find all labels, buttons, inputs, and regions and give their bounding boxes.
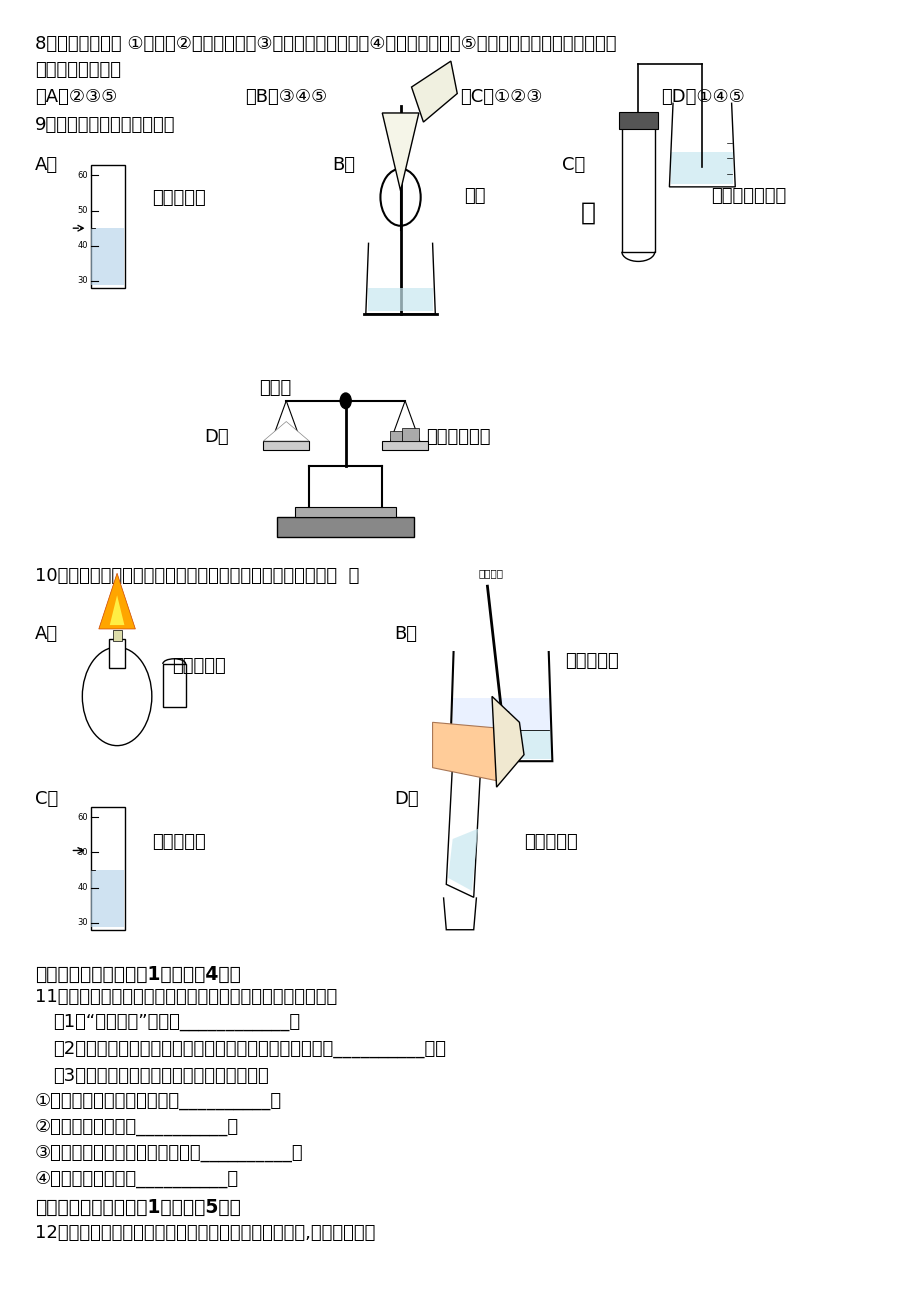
Bar xyxy=(402,428,418,441)
Polygon shape xyxy=(492,697,524,788)
Bar xyxy=(368,288,433,311)
Text: 10．下列是初中化学学习中常见的实验操作，其中正确的是（  ）: 10．下列是初中化学学习中常见的实验操作，其中正确的是（ ） xyxy=(35,566,358,585)
Bar xyxy=(618,112,657,129)
Text: 8．现有下列方法 ①蒸发、②用石蕊试液、③用光学显微镜观察、④用礀酸銀溶液、⑤导电性实验，其中可用于区别: 8．现有下列方法 ①蒸发、②用石蕊试液、③用光学显微镜观察、④用礀酸銀溶液、⑤导… xyxy=(35,35,616,53)
Polygon shape xyxy=(432,723,505,781)
Polygon shape xyxy=(446,762,480,897)
Text: 读液体体积: 读液体体积 xyxy=(152,832,205,850)
Text: 食盐水和蒸馏水是: 食盐水和蒸馏水是 xyxy=(35,61,120,79)
Text: 40: 40 xyxy=(77,883,87,892)
Bar xyxy=(452,698,549,730)
Bar xyxy=(277,517,414,536)
Text: 检查装置气密性: 检查装置气密性 xyxy=(710,187,786,204)
Bar xyxy=(451,730,550,759)
Text: 三、计算题（本大题共1小题，共5分）: 三、计算题（本大题共1小题，共5分） xyxy=(35,1198,241,1217)
Text: 稀释浓硫酸: 稀释浓硫酸 xyxy=(564,652,618,671)
Bar xyxy=(671,152,732,185)
Polygon shape xyxy=(411,61,457,122)
Bar xyxy=(108,639,125,668)
Text: 12．某化学兴趣小组欲采用不同的方法配制硫酸钐溶液,请回答问题：: 12．某化学兴趣小组欲采用不同的方法配制硫酸钐溶液,请回答问题： xyxy=(35,1224,375,1242)
Polygon shape xyxy=(382,113,418,191)
Polygon shape xyxy=(263,422,309,441)
Text: 50: 50 xyxy=(77,206,87,215)
Text: B．: B． xyxy=(332,156,355,173)
Circle shape xyxy=(82,647,152,746)
Text: ②用于高能燃料的是__________；: ②用于高能燃料的是__________； xyxy=(35,1117,239,1135)
Bar xyxy=(90,165,125,288)
Circle shape xyxy=(340,393,351,409)
Text: B．: B． xyxy=(393,625,416,643)
Text: B．③④⑤: B．③④⑤ xyxy=(244,89,327,107)
Text: （1）“西气东输”输的是____________。: （1）“西气东输”输的是____________。 xyxy=(53,1013,300,1031)
Text: ③能使澄清石灰水变浑浊的气体是__________；: ③能使澄清石灰水变浑浊的气体是__________； xyxy=(35,1143,303,1161)
Text: C．: C． xyxy=(35,790,58,807)
Text: A．②③⑤: A．②③⑤ xyxy=(35,89,117,107)
Bar xyxy=(91,228,124,285)
Text: 过滤: 过滤 xyxy=(464,187,485,204)
Text: C．①②③: C．①②③ xyxy=(460,89,542,107)
Text: D．: D． xyxy=(204,428,228,447)
Polygon shape xyxy=(109,595,124,625)
Text: 二、填空题（本大题共1小题，共4分）: 二、填空题（本大题共1小题，共4分） xyxy=(35,965,241,984)
Text: D．①④⑤: D．①④⑤ xyxy=(661,89,744,107)
Bar xyxy=(91,870,124,927)
Text: 30: 30 xyxy=(77,918,87,927)
Text: A．: A． xyxy=(35,625,58,643)
Bar xyxy=(382,441,427,450)
Text: （3）在氢气、氧气、金冈石、二氧化碳中：: （3）在氢气、氧气、金冈石、二氧化碳中： xyxy=(53,1068,268,1085)
Polygon shape xyxy=(163,664,186,707)
Text: 水: 水 xyxy=(498,741,504,751)
Text: 称氯化钓质量: 称氯化钓质量 xyxy=(425,428,490,447)
Text: 🖐: 🖐 xyxy=(580,201,595,225)
Text: 液体的取用: 液体的取用 xyxy=(524,832,577,850)
Text: C．: C． xyxy=(562,156,585,173)
Bar xyxy=(112,630,121,641)
Bar xyxy=(389,431,402,441)
Text: 9．下列实验操作不正确的是: 9．下列实验操作不正确的是 xyxy=(35,116,176,134)
Text: 50: 50 xyxy=(77,848,87,857)
Text: ④可用于裁玻璃的是__________。: ④可用于裁玻璃的是__________。 xyxy=(35,1169,239,1187)
Text: A．: A． xyxy=(35,156,58,173)
Text: 40: 40 xyxy=(77,241,87,250)
Text: 氯化钓: 氯化钓 xyxy=(258,379,290,397)
Text: 不断搔拌: 不断搔拌 xyxy=(478,568,503,578)
Bar xyxy=(90,806,125,930)
Text: D．: D． xyxy=(393,790,418,807)
Text: 点燃酒精灯: 点燃酒精灯 xyxy=(172,658,225,676)
Text: 浓硫酸: 浓硫酸 xyxy=(492,710,509,720)
Text: 30: 30 xyxy=(77,276,87,285)
Text: ①能使带火星的木条复燃的是__________；: ①能使带火星的木条复燃的是__________； xyxy=(35,1092,281,1109)
Text: 60: 60 xyxy=(77,171,87,180)
Bar xyxy=(295,506,395,517)
Text: 60: 60 xyxy=(77,812,87,822)
Text: 读液体体积: 读液体体积 xyxy=(152,190,205,207)
Polygon shape xyxy=(98,573,135,629)
Bar xyxy=(263,441,309,450)
Polygon shape xyxy=(448,828,478,891)
Text: 11．化学就在我们身边。请用相关的化学知识回答下列问题：: 11．化学就在我们身边。请用相关的化学知识回答下列问题： xyxy=(35,988,336,1006)
Text: （2）用活性炭来吸收甲醉等有毒气体，这是利用活性炭的__________性。: （2）用活性炭来吸收甲醉等有毒气体，这是利用活性炭的__________性。 xyxy=(53,1040,446,1059)
